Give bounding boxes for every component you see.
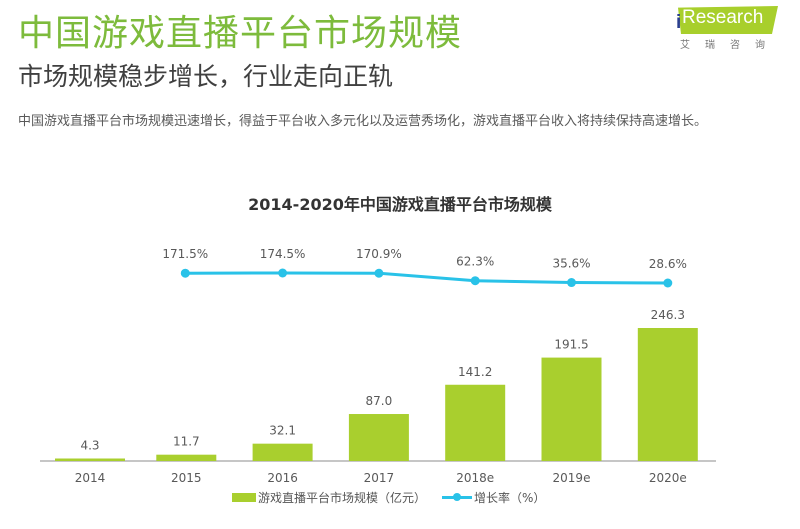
x-tick-label: 2014 <box>75 471 106 485</box>
bar-2015 <box>156 454 217 461</box>
legend-bar-swatch <box>232 492 256 502</box>
logo-text: Research <box>682 7 764 28</box>
bar-value-label: 32.1 <box>269 424 296 438</box>
growth-rate-label: 62.3% <box>456 255 494 269</box>
growth-rate-line <box>185 271 668 285</box>
legend-bar-label: 游戏直播平台市场规模（亿元） <box>258 490 427 505</box>
x-tick-label: 2018e <box>456 471 494 485</box>
chart-title: 2014-2020年中国游戏直播平台市场规模 <box>248 195 552 214</box>
x-tick-label: 2016 <box>267 471 298 485</box>
growth-point-2019e <box>567 278 576 288</box>
chart-legend: 游戏直播平台市场规模（亿元） 增长率（%） <box>232 488 545 506</box>
bar-value-label: 87.0 <box>366 394 393 408</box>
x-tick-label: 2020e <box>649 471 687 485</box>
growth-point-2017 <box>374 268 384 278</box>
bar-2017 <box>348 414 409 461</box>
bar-2016 <box>252 443 313 461</box>
page-subtitle: 市场规模稳步增长，行业走向正轨 <box>18 62 394 91</box>
bar-value-label: 11.7 <box>173 435 200 449</box>
growth-point-2020e <box>663 278 673 288</box>
growth-rate-label: 170.9% <box>356 247 402 261</box>
x-tick-label: 2019e <box>553 471 591 485</box>
logo-i: i <box>676 12 682 33</box>
growth-rate-label: 28.6% <box>649 257 687 271</box>
growth-point-2015 <box>180 268 190 278</box>
x-tick-label: 2015 <box>171 471 202 485</box>
growth-point-2016 <box>278 268 288 278</box>
x-tick-label: 2017 <box>364 471 395 485</box>
iresearch-logo: i Research 艾瑞咨询 <box>672 4 782 52</box>
growth-rate-label: 35.6% <box>552 257 590 271</box>
bar-2014 <box>55 458 125 461</box>
growth-point-2018e <box>470 276 480 286</box>
page-description: 中国游戏直播平台市场规模迅速增长，得益于平台收入多元化以及运营秀场化，游戏直播平… <box>18 114 708 129</box>
page-title: 中国游戏直播平台市场规模 <box>18 13 463 54</box>
legend-line-swatch <box>442 492 473 502</box>
growth-rate-label: 174.5% <box>260 247 306 261</box>
bar-value-label: 141.2 <box>458 365 492 379</box>
logo-badge <box>678 6 778 34</box>
legend-line-label: 增长率（%） <box>474 490 546 505</box>
bar-value-label: 246.3 <box>651 308 685 322</box>
bar-2018e <box>445 384 506 461</box>
bar-value-label: 191.5 <box>554 338 588 352</box>
bar-2020e <box>637 328 698 461</box>
bar-value-label: 4.3 <box>80 439 99 453</box>
growth-rate-label: 171.5% <box>162 247 208 261</box>
bar-2019e <box>541 357 602 461</box>
logo-chinese-name: 艾瑞咨询 <box>680 40 780 51</box>
